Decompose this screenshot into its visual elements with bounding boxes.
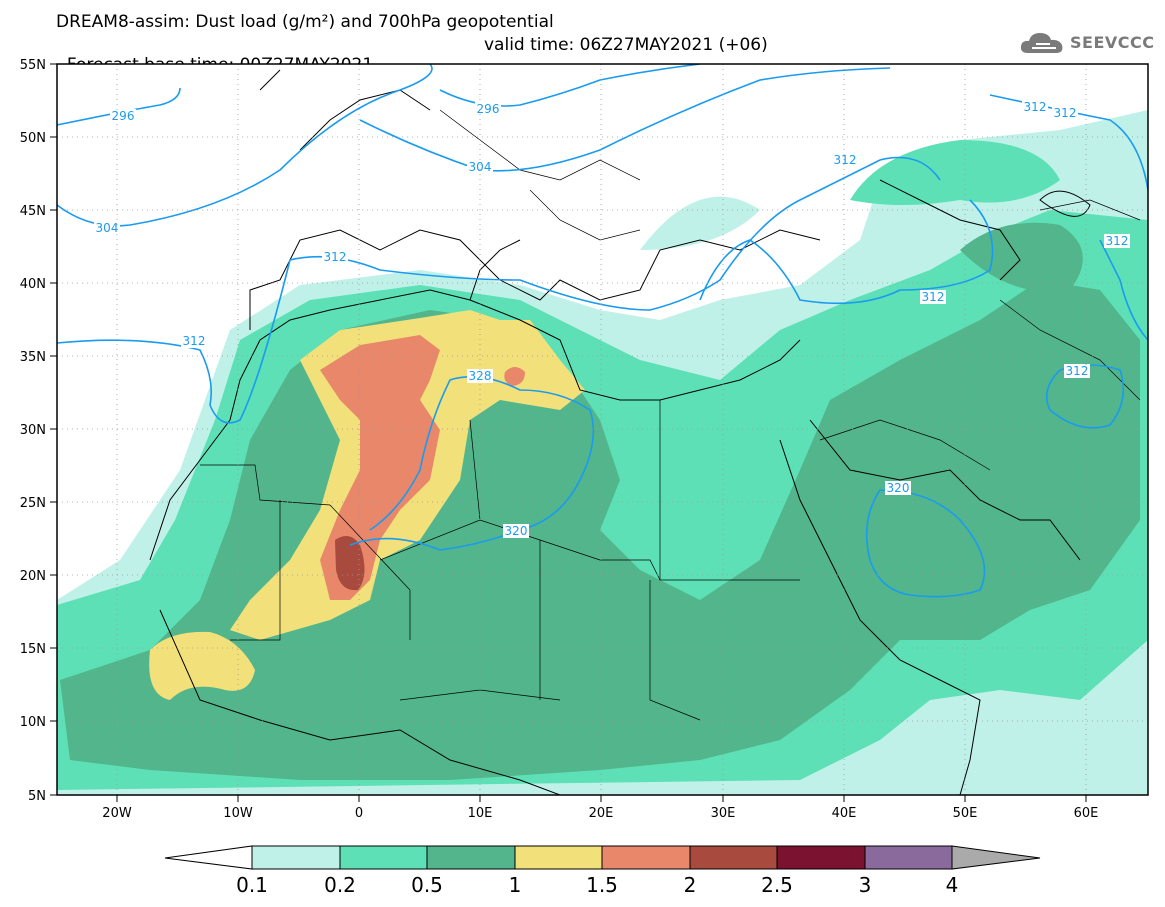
lat-label: 10N xyxy=(20,715,46,730)
colorbar-swatch xyxy=(426,845,516,870)
dust-level-0-2-north xyxy=(850,140,1060,205)
lon-label: 20E xyxy=(589,806,614,821)
lon-label: 10W xyxy=(223,806,253,821)
contour-label: 320 xyxy=(505,524,528,538)
dust-level-1-5 xyxy=(320,335,440,600)
colorbar-tick: 0.5 xyxy=(411,873,443,897)
colorbar-tick: 2 xyxy=(684,873,697,897)
lat-label: 55N xyxy=(20,58,46,73)
colorbar-swatch xyxy=(776,845,866,870)
colorbar-ticks: 0.1 0.2 0.5 1 1.5 2 2.5 3 4 xyxy=(236,873,958,897)
colorbar-tick: 3 xyxy=(859,873,872,897)
lon-label: 60E xyxy=(1074,806,1099,821)
dust-level-1-5-east xyxy=(504,367,525,386)
dust-level-0-1-east xyxy=(640,196,760,250)
contour-label: 304 xyxy=(469,160,492,174)
contour-label: 304 xyxy=(96,221,119,235)
lon-label: 0 xyxy=(355,806,363,821)
colorbar-swatch xyxy=(251,845,341,870)
colorbar-tick: 1 xyxy=(509,873,522,897)
lat-label: 40N xyxy=(20,277,46,292)
contour-label: 312 xyxy=(324,250,347,264)
dust-level-2 xyxy=(335,536,365,591)
map-title: DREAM8-assim: Dust load (g/m²) and 700hP… xyxy=(56,12,554,32)
logo-text: SEEVCCC xyxy=(1070,33,1155,52)
contour-label: 312 xyxy=(1054,106,1077,120)
lat-label: 50N xyxy=(20,131,46,146)
contour-label: 312 xyxy=(1066,364,1089,378)
contour-label-group: 296 296 304 304 312 312 312 312 312 312 … xyxy=(94,100,1130,538)
colorbar-swatch xyxy=(601,845,691,870)
axis-ticks xyxy=(50,63,1087,802)
lat-label: 25N xyxy=(20,496,46,511)
dust-level-1-west xyxy=(149,631,255,700)
contour-label: 320 xyxy=(887,481,910,495)
colorbar-swatch xyxy=(514,845,603,870)
colorbar-tick: 0.2 xyxy=(324,873,356,897)
graticule xyxy=(57,64,1148,795)
lat-labels: 55N 50N 45N 40N 35N 30N 25N 20N 15N 10N … xyxy=(20,58,46,804)
lon-label: 50E xyxy=(953,806,978,821)
lon-label: 10E xyxy=(468,806,493,821)
contour-label: 312 xyxy=(922,290,945,304)
contour-label: 312 xyxy=(1024,100,1047,114)
colorbar-tick: 1.5 xyxy=(586,873,618,897)
colorbar-under-arrow xyxy=(164,845,253,870)
cloud-icon xyxy=(1020,33,1063,53)
colorbar-over-arrow xyxy=(951,845,1041,870)
contour-label: 312 xyxy=(1106,234,1129,248)
contour-label: 296 xyxy=(477,102,500,116)
colorbar-swatch xyxy=(864,845,953,870)
valid-time: valid time: 06Z27MAY2021 (+06) xyxy=(484,35,768,55)
colorbar-swatch xyxy=(689,845,778,870)
lat-label: 5N xyxy=(28,789,46,804)
contour-label: 296 xyxy=(112,109,135,123)
contour-label: 312 xyxy=(183,334,206,348)
colorbar xyxy=(164,845,1041,870)
lat-label: 45N xyxy=(20,204,46,219)
lat-label: 20N xyxy=(20,569,46,584)
lat-label: 15N xyxy=(20,642,46,657)
colorbar-tick: 2.5 xyxy=(761,873,793,897)
lon-label: 40E xyxy=(832,806,857,821)
dust-field xyxy=(57,110,1148,795)
colorbar-tick: 0.1 xyxy=(236,873,268,897)
colorbar-tick: 4 xyxy=(946,873,959,897)
dust-level-0-5-east xyxy=(960,222,1083,292)
lat-label: 30N xyxy=(20,423,46,438)
lon-label: 30E xyxy=(711,806,736,821)
colorbar-swatch xyxy=(339,845,428,870)
lon-labels: 20W 10W 0 10E 20E 30E 40E 50E 60E xyxy=(102,806,1098,821)
contour-label: 328 xyxy=(469,369,492,383)
lat-label: 35N xyxy=(20,350,46,365)
contour-label: 312 xyxy=(834,153,857,167)
lon-label: 20W xyxy=(102,806,132,821)
